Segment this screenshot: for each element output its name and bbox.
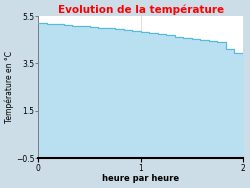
Y-axis label: Température en °C: Température en °C [5,51,14,123]
X-axis label: heure par heure: heure par heure [102,174,179,183]
Title: Evolution de la température: Evolution de la température [58,5,224,15]
